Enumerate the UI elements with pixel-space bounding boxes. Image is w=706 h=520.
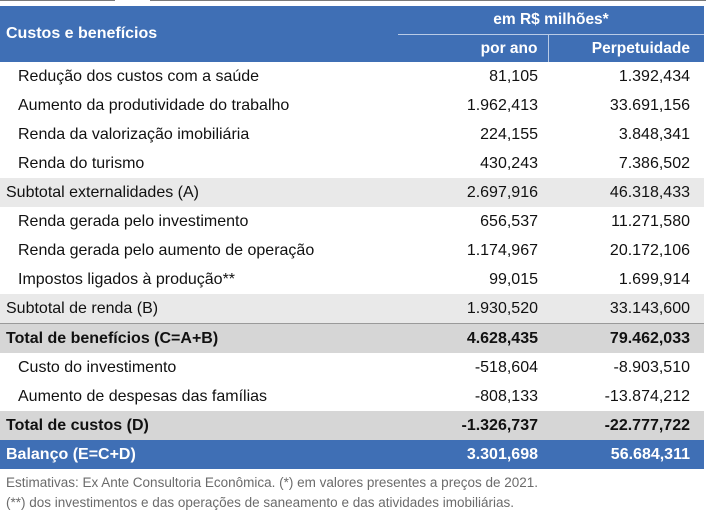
- row-value-por-ano: 4.628,435: [398, 323, 548, 353]
- row-value-por-ano: 430,243: [480, 154, 538, 172]
- row-label: Total de custos (D): [0, 411, 398, 440]
- total-benefits-row: Total de benefícios (C=A+B) 4.628,435 79…: [0, 323, 704, 353]
- unit-header: em R$ milhões*: [398, 6, 704, 35]
- table-title: Custos e benefícios: [6, 25, 158, 42]
- col-header-por-ano: por ano: [480, 39, 538, 57]
- row-value-perpetuidade: 33.691,156: [609, 96, 690, 114]
- source-note: Estimativas: Ex Ante Consultoria Econômi…: [6, 475, 539, 490]
- row-value-por-ano: 3.301,698: [398, 440, 548, 469]
- row-value-por-ano: 1.174,967: [466, 241, 538, 259]
- row-value-perpetuidade: -13.874,212: [604, 387, 690, 405]
- cost-benefit-table: Custos e benefícios em R$ milhões* por a…: [0, 6, 704, 469]
- table-row: Renda da valorização imobiliária 224,155…: [0, 120, 704, 149]
- table-row: Renda gerada pelo aumento de operação 1.…: [0, 236, 704, 265]
- row-value-perpetuidade: 79.462,033: [548, 323, 704, 353]
- subtotal-row: Subtotal de renda (B) 1.930,520 33.143,6…: [0, 294, 704, 324]
- row-value-por-ano: -1.326,737: [398, 411, 548, 440]
- row-label: Redução dos custos com a saúde: [18, 67, 260, 85]
- row-label: Total de benefícios (C=A+B): [0, 323, 398, 353]
- row-value-por-ano: 656,537: [480, 212, 538, 230]
- row-label: Aumento de despesas das famílias: [18, 387, 268, 405]
- col-header-perpetuidade: Perpetuidade: [547, 34, 704, 62]
- row-value-por-ano: -808,133: [474, 387, 538, 405]
- row-value-perpetuidade: 33.143,600: [548, 294, 704, 324]
- row-value-perpetuidade: -8.903,510: [613, 358, 690, 376]
- footnote: (**) dos investimentos e das operações d…: [6, 495, 515, 510]
- row-value-perpetuidade: 3.848,341: [618, 125, 690, 143]
- row-value-por-ano: 2.697,916: [398, 178, 548, 207]
- row-value-por-ano: 99,015: [489, 270, 538, 288]
- row-label: Custo do investimento: [18, 358, 177, 376]
- row-label: Renda gerada pelo aumento de operação: [18, 241, 315, 259]
- row-value-perpetuidade: 1.392,434: [618, 67, 690, 85]
- top-rule-right: [150, 0, 706, 1]
- row-label: Aumento da produtividade do trabalho: [18, 96, 290, 114]
- top-rule: [0, 0, 706, 4]
- table-row: Renda gerada pelo investimento 656,537 1…: [0, 207, 704, 236]
- row-value-por-ano: 1.962,413: [466, 96, 538, 114]
- row-value-perpetuidade: 7.386,502: [618, 154, 690, 172]
- table-row: Redução dos custos com a saúde 81,105 1.…: [0, 62, 704, 91]
- row-label: Balanço (E=C+D): [0, 440, 398, 469]
- table-row: Aumento de despesas das famílias -808,13…: [0, 382, 704, 411]
- row-label: Subtotal externalidades (A): [0, 178, 398, 207]
- row-value-perpetuidade: 46.318,433: [548, 178, 704, 207]
- header-row-1: Custos e benefícios em R$ milhões*: [0, 6, 704, 42]
- top-rule-left: [0, 0, 115, 1]
- row-label: Renda da valorização imobiliária: [18, 125, 250, 143]
- row-label: Impostos ligados à produção**: [18, 270, 236, 288]
- row-value-perpetuidade: 20.172,106: [609, 241, 690, 259]
- table-row: Impostos ligados à produção** 99,015 1.6…: [0, 265, 704, 294]
- table-row: Custo do investimento -518,604 -8.903,51…: [0, 353, 704, 382]
- balance-row: Balanço (E=C+D) 3.301,698 56.684,311: [0, 440, 704, 469]
- row-value-por-ano: 81,105: [489, 67, 538, 85]
- table-row: Renda do turismo 430,243 7.386,502: [0, 149, 704, 178]
- row-value-perpetuidade: 11.271,580: [611, 212, 690, 230]
- row-value-por-ano: 224,155: [480, 125, 538, 143]
- row-value-por-ano: -518,604: [474, 358, 538, 376]
- total-costs-row: Total de custos (D) -1.326,737 -22.777,7…: [0, 411, 704, 440]
- row-label: Renda gerada pelo investimento: [18, 212, 249, 230]
- row-label: Renda do turismo: [18, 154, 145, 172]
- row-value-perpetuidade: -22.777,722: [548, 411, 704, 440]
- table-row: Aumento da produtividade do trabalho 1.9…: [0, 91, 704, 120]
- row-value-por-ano: 1.930,520: [398, 294, 548, 324]
- row-value-perpetuidade: 56.684,311: [548, 440, 704, 469]
- row-label: Subtotal de renda (B): [0, 294, 398, 324]
- row-value-perpetuidade: 1.699,914: [618, 270, 690, 288]
- subtotal-row: Subtotal externalidades (A) 2.697,916 46…: [0, 178, 704, 207]
